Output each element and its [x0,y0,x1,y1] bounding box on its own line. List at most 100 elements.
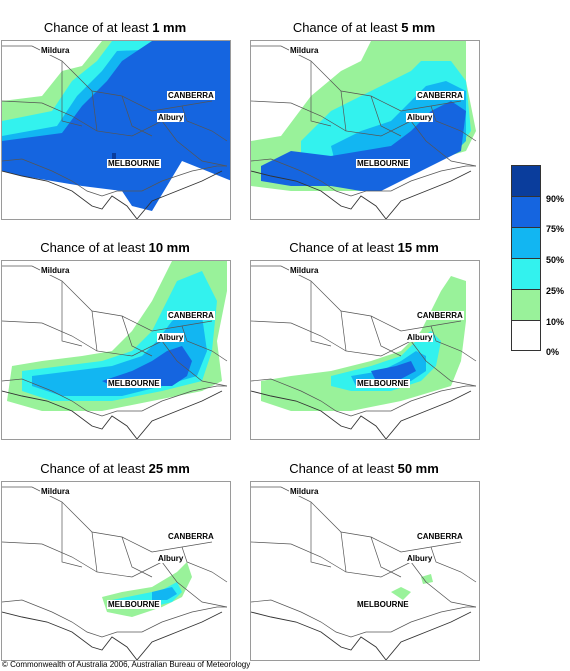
city-label-canberra: CANBERRA [167,532,215,541]
boundary-line [181,105,228,142]
rain-zone-75pct [2,41,230,211]
map-15mm-svg [251,265,477,439]
city-label-mildura: Mildura [40,487,71,496]
legend-label-10: 10% [546,317,565,327]
boundary-line [251,486,462,553]
boundary-line [61,281,83,347]
boundary-line [310,502,332,568]
boundary-line [121,315,153,357]
panel-title-25mm: Chance of at least 25 mm [40,461,190,476]
map-50mm: Mildura CANBERRA Albury MELBOURNE [250,481,480,661]
legend-swatch-25 [511,258,541,289]
boundary-line [430,325,477,362]
boundary-line [2,486,213,553]
city-label-melbourne: MELBOURNE [107,379,161,388]
city-label-canberra: CANBERRA [416,311,464,320]
map-5mm: Mildura CANBERRA Albury MELBOURNE [250,40,480,220]
boundary-line [2,378,227,417]
rain-zone-90pct [112,153,116,159]
city-label-canberra: CANBERRA [416,532,464,541]
rain-zone-10pct [391,587,411,600]
legend-label-50: 50% [546,255,565,265]
map-15mm: Mildura CANBERRA Albury MELBOURNE [250,260,480,440]
boundary-line [251,265,462,332]
city-label-albury: Albury [406,113,434,122]
city-label-albury: Albury [406,554,434,563]
city-label-melbourne: MELBOURNE [356,379,410,388]
city-label-albury: Albury [157,113,185,122]
boundary-line [430,546,477,583]
boundary-line [310,281,332,347]
city-label-albury: Albury [157,333,185,342]
boundary-line [2,320,98,352]
boundary-line [61,502,83,568]
boundary-line [121,95,153,137]
city-label-melbourne: MELBOURNE [356,600,410,609]
rain-zone-75pct [102,346,192,386]
boundary-line [181,325,228,362]
coastline [2,390,223,439]
boundary-line [61,61,83,127]
city-label-mildura: Mildura [289,487,320,496]
panel-title-10mm: Chance of at least 10 mm [40,240,190,255]
boundary-line [251,100,347,132]
coastline [2,611,223,660]
panel-title-50mm: Chance of at least 50 mm [289,461,439,476]
rain-zone-75pct [261,101,466,191]
rain-zone-10pct [421,574,433,584]
city-label-canberra: CANBERRA [416,91,464,100]
city-label-albury: Albury [157,554,185,563]
boundary-line [251,378,476,417]
boundary-line [2,158,227,197]
boundary-line [2,45,213,112]
boundary-line [370,315,402,357]
map-10mm-svg [2,261,228,439]
legend-label-90: 90% [546,194,565,204]
city-label-mildura: Mildura [289,266,320,275]
boundary-line [251,541,347,573]
city-label-albury: Albury [406,333,434,342]
boundary-line [181,546,228,583]
city-label-mildura: Mildura [40,46,71,55]
map-1mm: Mildura CANBERRA Albury MELBOURNE [1,40,231,220]
legend-swatch-0 [511,320,541,351]
legend-swatch-90 [511,165,541,196]
panel-title-5mm: Chance of at least 5 mm [292,20,436,35]
legend-swatch-50 [511,227,541,258]
boundary-line [2,599,227,638]
boundary-line [251,599,476,638]
coastline [251,170,472,219]
coastline [251,390,472,439]
legend-label-75: 75% [546,224,565,234]
city-label-melbourne: MELBOURNE [356,159,410,168]
copyright-notice: © Commonwealth of Australia 2006, Austra… [2,660,251,669]
map-5mm-svg [251,41,477,219]
map-50mm-svg [251,486,477,660]
map-10mm: Mildura CANBERRA Albury MELBOURNE [1,260,231,440]
boundary-line [251,320,347,352]
boundary-line [2,100,98,132]
city-label-canberra: CANBERRA [167,311,215,320]
legend-swatch-75 [511,196,541,227]
city-label-mildura: Mildura [40,266,71,275]
coastline [251,611,472,660]
boundary-line [251,45,462,112]
panel-title-1mm: Chance of at least 1 mm [43,20,187,35]
boundary-line [370,536,402,578]
boundary-line [121,536,153,578]
legend-swatch-10 [511,289,541,320]
boundary-line [310,61,332,127]
city-label-canberra: CANBERRA [167,91,215,100]
boundary-line [340,531,477,608]
city-label-mildura: Mildura [289,46,320,55]
coastline [2,170,223,219]
panel-title-15mm: Chance of at least 15 mm [289,240,439,255]
rain-zone-50pct [152,587,177,600]
map-1mm-svg [2,41,230,219]
city-label-melbourne: MELBOURNE [107,159,161,168]
legend [511,165,541,351]
map-25mm-svg [2,486,228,660]
boundary-line [2,265,213,332]
map-25mm: Mildura CANBERRA Albury MELBOURNE [1,481,231,661]
boundary-line [251,158,476,197]
